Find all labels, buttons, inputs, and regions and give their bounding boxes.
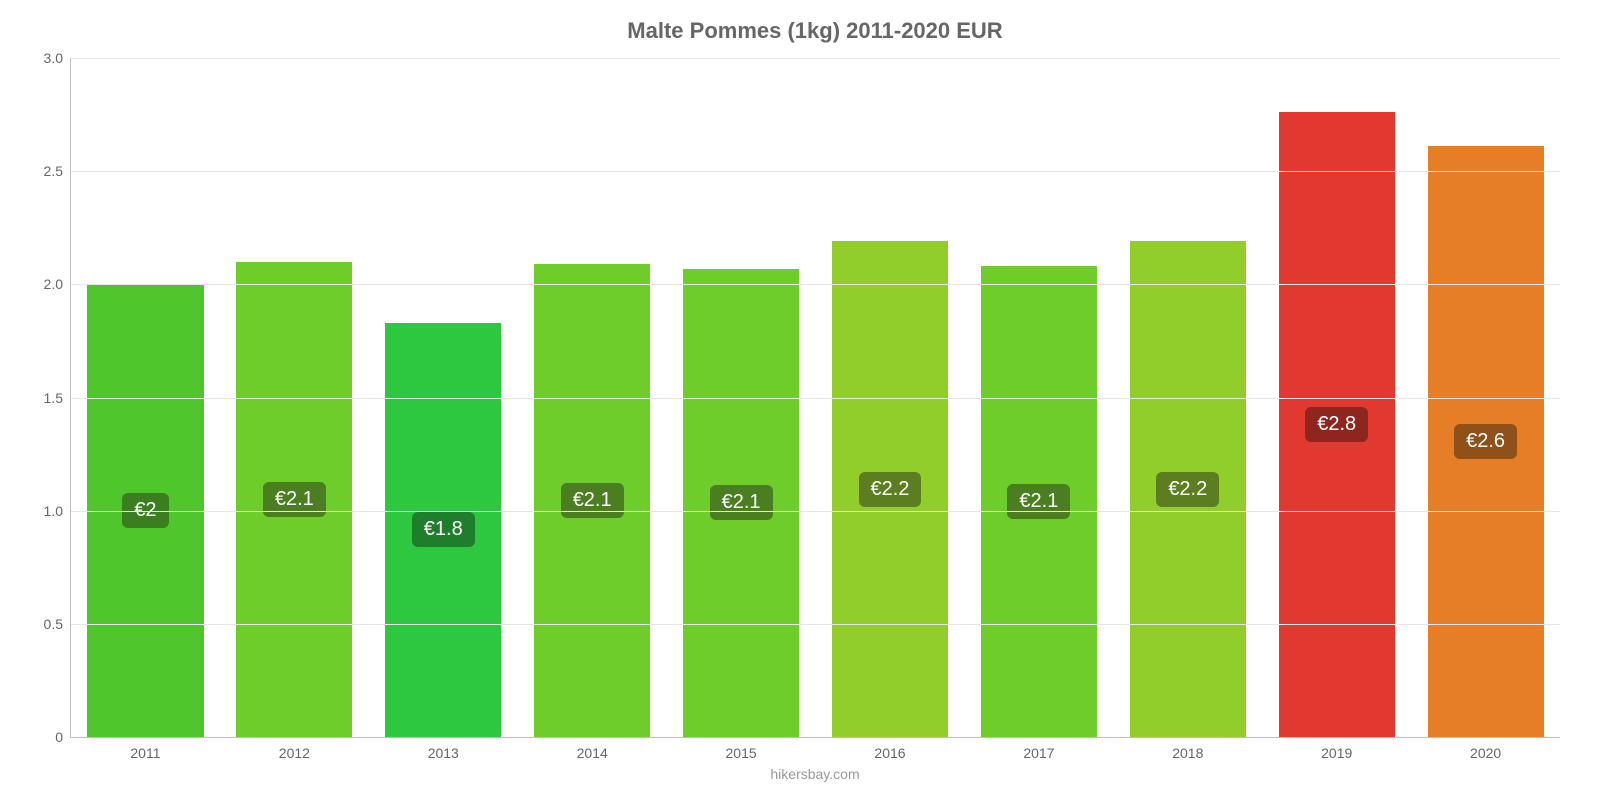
y-tick-label: 2.5	[44, 163, 71, 179]
bar: €2.1	[683, 269, 799, 738]
x-tick-label: 2017	[1023, 737, 1054, 761]
x-tick-label: 2020	[1470, 737, 1501, 761]
bar: €2.2	[1130, 241, 1246, 737]
x-tick-label: 2013	[428, 737, 459, 761]
chart-title: Malte Pommes (1kg) 2011-2020 EUR	[70, 18, 1560, 44]
bar: €2.1	[981, 266, 1097, 737]
bar-value-label: €2.1	[1007, 484, 1070, 519]
bar-value-label: €2.2	[1156, 472, 1219, 507]
grid-line	[71, 737, 1560, 738]
grid-line	[71, 398, 1560, 399]
bar-value-label: €2.1	[561, 483, 624, 518]
x-tick-label: 2015	[726, 737, 757, 761]
plot-area: €22011€2.12012€1.82013€2.12014€2.12015€2…	[70, 58, 1560, 738]
y-tick-label: 2.0	[44, 276, 71, 292]
x-tick-label: 2011	[130, 737, 160, 761]
grid-line	[71, 171, 1560, 172]
bar-value-label: €2.6	[1454, 424, 1517, 459]
bar: €2.8	[1279, 112, 1395, 737]
y-tick-label: 1.0	[44, 503, 71, 519]
x-tick-label: 2012	[279, 737, 310, 761]
x-tick-label: 2014	[577, 737, 608, 761]
bar-value-label: €1.8	[412, 512, 475, 547]
x-tick-label: 2019	[1321, 737, 1352, 761]
chart-container: Malte Pommes (1kg) 2011-2020 EUR €22011€…	[0, 0, 1600, 800]
bar-value-label: €2.2	[859, 472, 922, 507]
bar: €2.1	[236, 262, 352, 737]
bar: €2.2	[832, 241, 948, 737]
y-tick-label: 0	[55, 729, 71, 745]
bar: €2.1	[534, 264, 650, 737]
bar: €1.8	[385, 323, 501, 737]
source-attribution: hikersbay.com	[70, 766, 1560, 782]
bar-value-label: €2.8	[1305, 407, 1368, 442]
x-tick-label: 2018	[1172, 737, 1203, 761]
grid-line	[71, 284, 1560, 285]
grid-line	[71, 58, 1560, 59]
bar: €2.6	[1428, 146, 1544, 737]
grid-line	[71, 624, 1560, 625]
y-tick-label: 1.5	[44, 390, 71, 406]
y-tick-label: 3.0	[44, 50, 71, 66]
y-tick-label: 0.5	[44, 616, 71, 632]
bar-value-label: €2.1	[710, 485, 773, 520]
x-tick-label: 2016	[874, 737, 905, 761]
grid-line	[71, 511, 1560, 512]
